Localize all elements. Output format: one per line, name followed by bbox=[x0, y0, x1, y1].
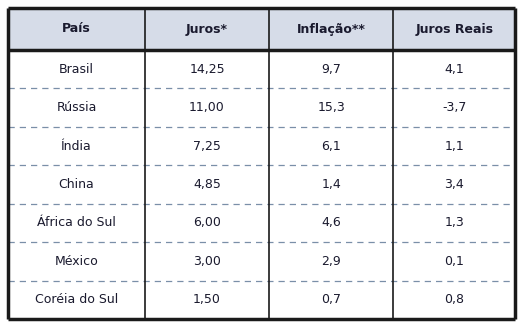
Text: 1,3: 1,3 bbox=[444, 216, 464, 230]
Text: 4,85: 4,85 bbox=[193, 178, 221, 191]
Text: 7,25: 7,25 bbox=[193, 140, 221, 153]
Text: País: País bbox=[62, 23, 91, 36]
Text: 15,3: 15,3 bbox=[317, 101, 345, 114]
Text: 2,9: 2,9 bbox=[321, 255, 341, 268]
Text: 3,4: 3,4 bbox=[444, 178, 464, 191]
Text: África do Sul: África do Sul bbox=[37, 216, 116, 230]
Text: -3,7: -3,7 bbox=[442, 101, 467, 114]
Text: Juros Reais: Juros Reais bbox=[415, 23, 493, 36]
Bar bbox=[8, 8, 515, 50]
Text: Índia: Índia bbox=[61, 140, 92, 153]
Text: 6,1: 6,1 bbox=[321, 140, 341, 153]
Text: Coréia do Sul: Coréia do Sul bbox=[35, 293, 118, 306]
Text: Brasil: Brasil bbox=[59, 63, 94, 76]
Text: 4,6: 4,6 bbox=[321, 216, 341, 230]
Text: 9,7: 9,7 bbox=[321, 63, 341, 76]
Text: 11,00: 11,00 bbox=[189, 101, 225, 114]
Text: 3,00: 3,00 bbox=[193, 255, 221, 268]
Text: México: México bbox=[54, 255, 98, 268]
Text: 0,7: 0,7 bbox=[321, 293, 341, 306]
Text: 1,1: 1,1 bbox=[444, 140, 464, 153]
Text: Inflação**: Inflação** bbox=[297, 23, 366, 36]
Text: China: China bbox=[59, 178, 94, 191]
Text: 14,25: 14,25 bbox=[189, 63, 225, 76]
Text: Juros*: Juros* bbox=[186, 23, 228, 36]
Text: 0,8: 0,8 bbox=[444, 293, 464, 306]
Text: 4,1: 4,1 bbox=[444, 63, 464, 76]
Text: 6,00: 6,00 bbox=[193, 216, 221, 230]
Text: 1,4: 1,4 bbox=[321, 178, 341, 191]
Text: 1,50: 1,50 bbox=[193, 293, 221, 306]
Text: 0,1: 0,1 bbox=[444, 255, 464, 268]
Text: Rússia: Rússia bbox=[56, 101, 97, 114]
